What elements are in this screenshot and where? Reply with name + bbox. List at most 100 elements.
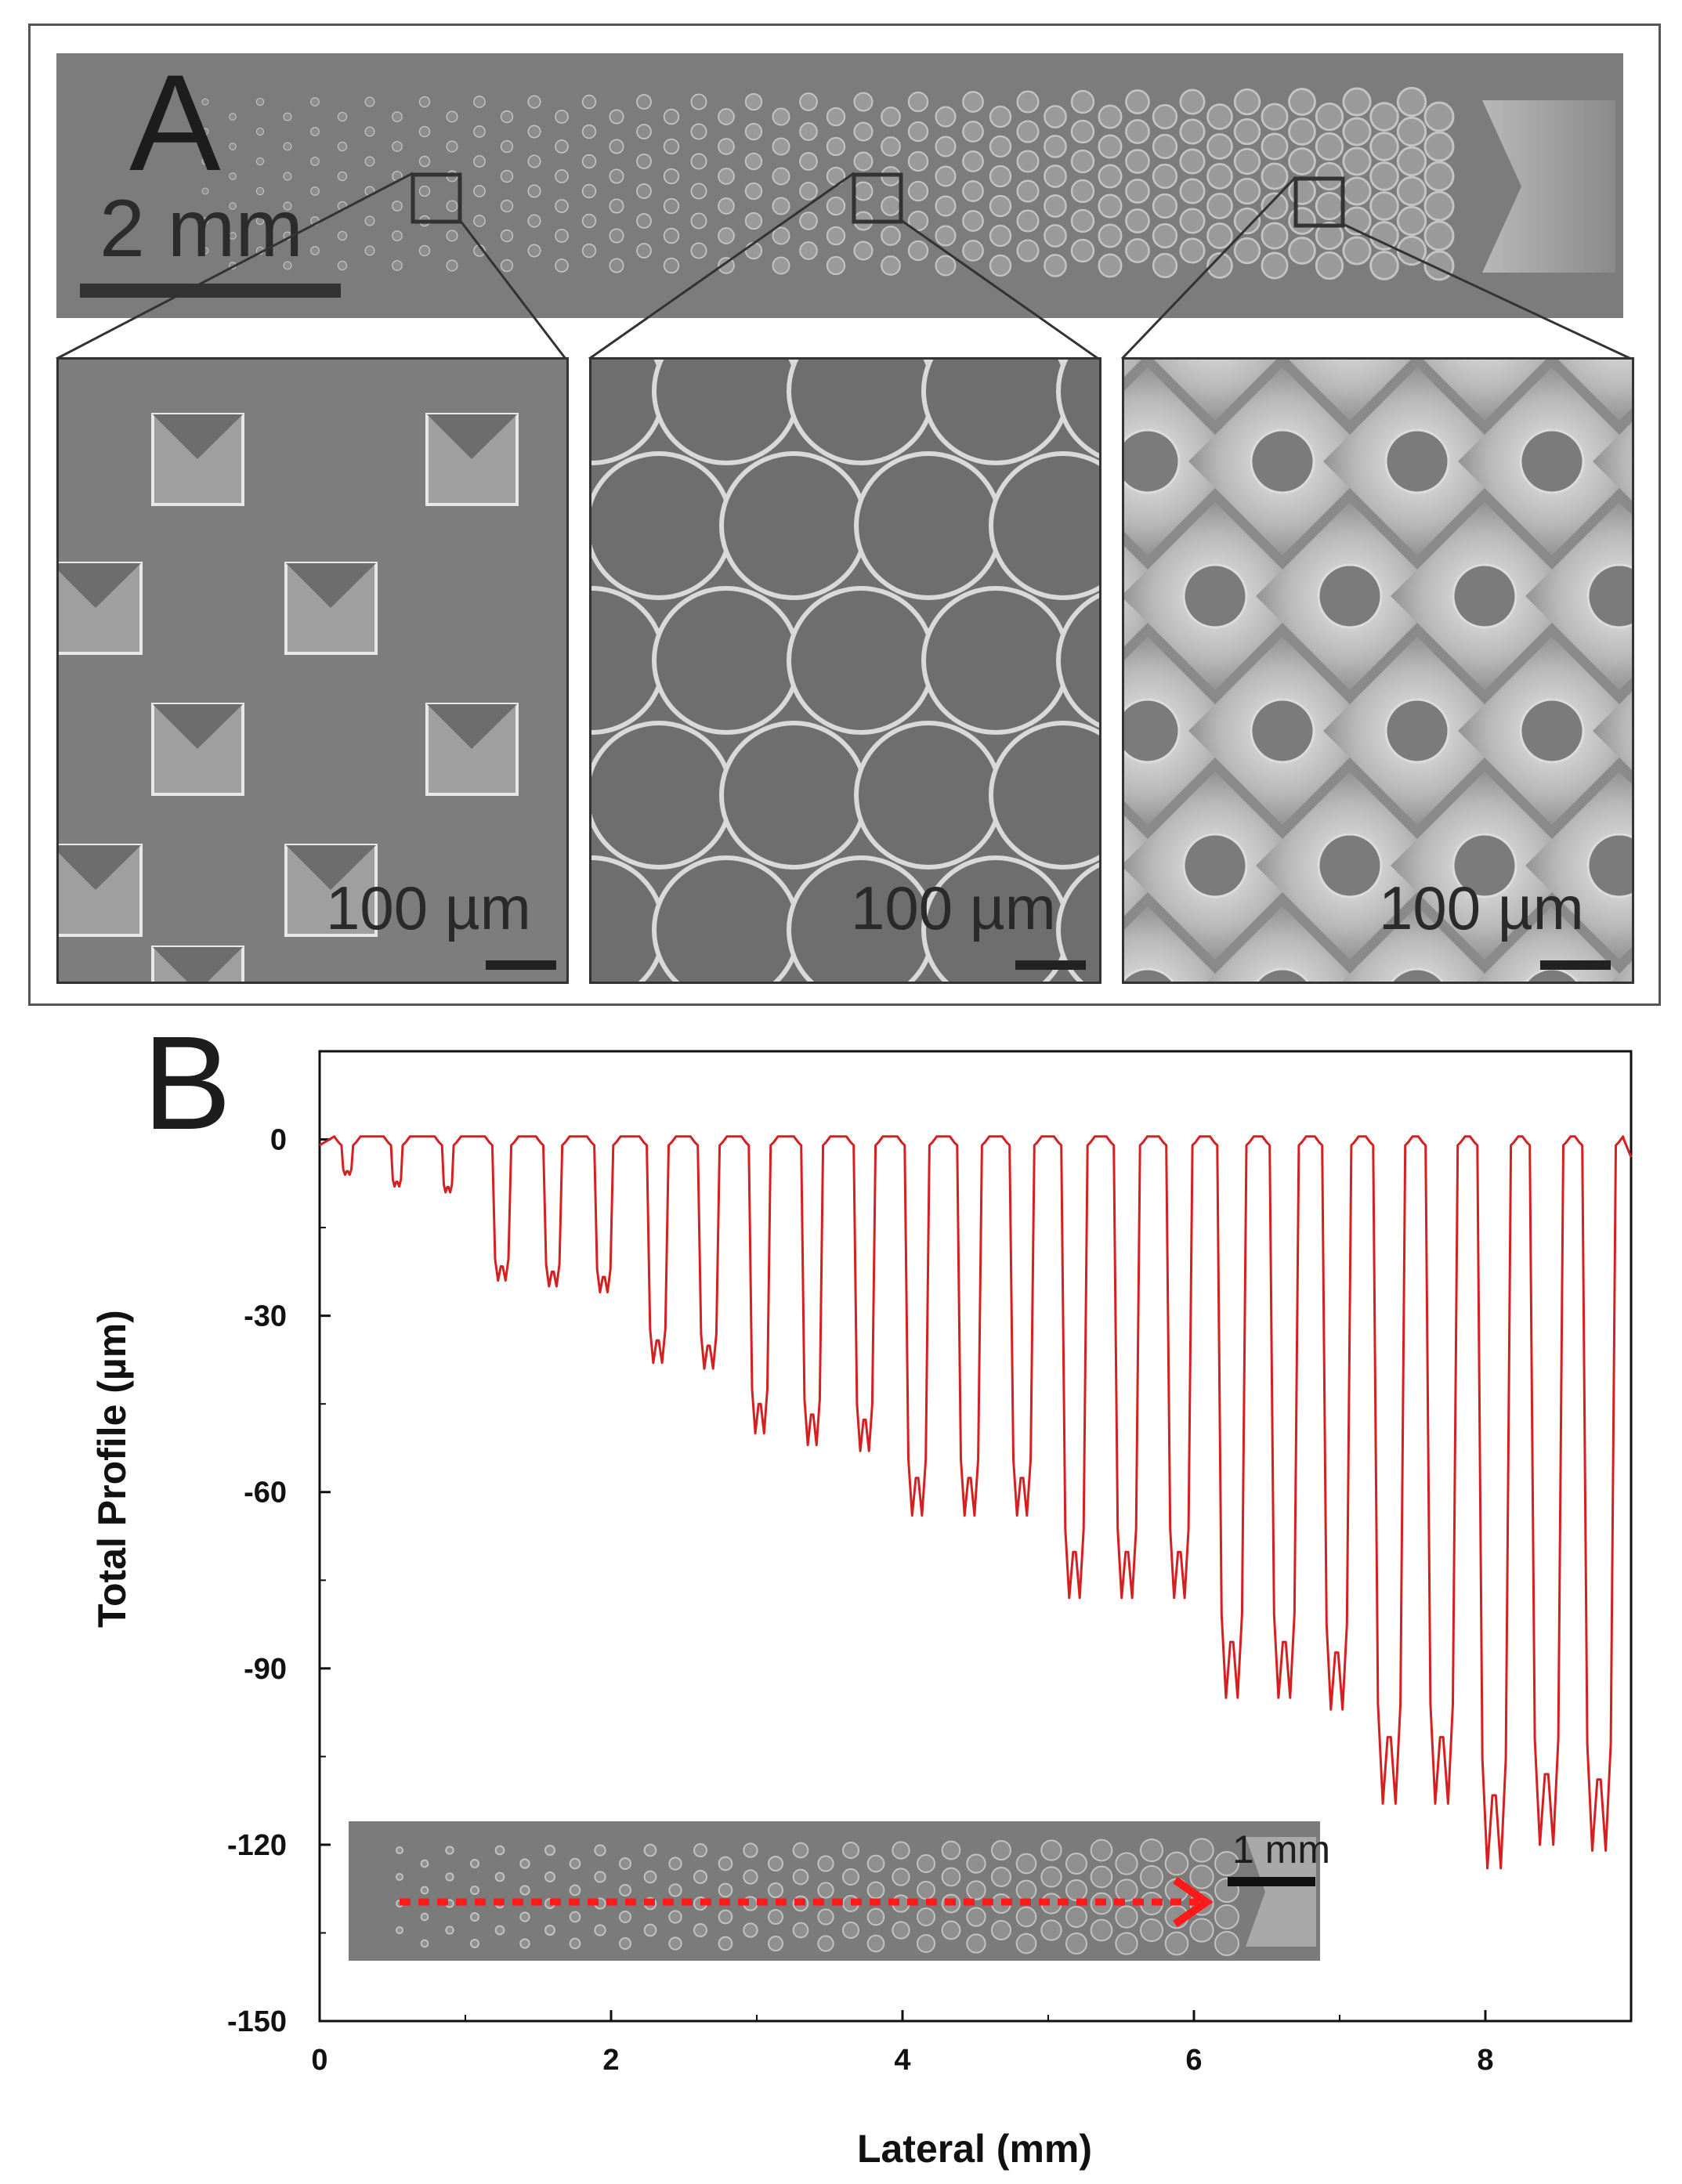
overview-cell [283,201,292,211]
overview-cell [1369,191,1399,221]
overview-cell [527,214,541,228]
inset-cell [494,1845,505,1856]
overview-cell [826,136,846,157]
overview-cell [1396,86,1427,118]
y-axis-label: Total Profile (µm) [90,1310,134,1628]
inset-cell [917,1854,935,1873]
inset-cell [817,1908,834,1925]
inset-cell [1090,1918,1113,1942]
inset-cell [470,1859,479,1868]
overview-cell [636,124,652,139]
overview-cell [1261,103,1289,131]
zoom-right-scale-bar [1540,960,1611,970]
square-pit-facet [427,704,517,749]
inset-cell [1115,1878,1138,1902]
inset-cell [1065,1906,1087,1928]
overview-cell [1044,165,1067,188]
inset-outlet-funnel [1246,1837,1316,1947]
overview-cell [1098,134,1123,159]
overview-cell [446,259,458,272]
overview-cell [881,226,901,246]
overview-cell [1369,251,1399,280]
overview-cell [663,168,680,185]
overview-cell [935,106,957,128]
pyramid-pit-bottom [1124,428,1181,494]
x-tick-label: 6 [1185,2044,1202,2077]
inset-cell [718,1856,733,1871]
y-tick-label: -30 [244,1300,287,1333]
overview-cell [418,155,431,168]
inset-cell [1015,1853,1037,1875]
overview-cell [229,232,237,240]
overview-cell [1423,220,1455,251]
inset-cell [544,1845,555,1856]
overview-cell [1288,237,1316,265]
zoom-middle-scale-bar [1015,960,1086,970]
overview-cell [609,258,624,273]
inset-cell [668,1910,682,1924]
overview-cell [718,108,735,125]
inset-cell [668,1857,682,1871]
overview-cell [907,210,929,232]
inset-cell [842,1868,859,1886]
overview-cell [663,257,680,274]
inset-cell [519,1885,530,1896]
overview-cell [636,94,652,110]
overview-cell [1179,178,1206,204]
inset-cell [470,1912,479,1922]
inset-cell [569,1884,581,1897]
overview-cell [1315,221,1344,251]
inset-cell [892,1921,910,1940]
inset-cell [768,1909,783,1925]
overview-cell [1342,146,1372,176]
pyramid-pit-bottom [1256,967,1309,982]
overview-cell [364,126,375,137]
overview-cell [201,217,209,225]
overview-cell [255,127,265,136]
overview-cell [283,142,292,151]
sem-zoom-right [1122,357,1634,984]
overview-cell [310,97,320,107]
y-tick-label: -150 [227,2005,287,2038]
overview-cell [337,111,348,122]
overview-cell [935,195,957,217]
overview-pattern [56,53,1623,318]
overview-cell [1179,237,1206,264]
overview-cell [1070,119,1095,144]
square-pit-facet [153,947,243,982]
overview-cell [473,125,486,138]
connector-line [900,219,1099,360]
overview-cell [1396,205,1427,237]
panel-b-letter: B [143,1009,232,1158]
overview-cell [609,168,624,184]
inset-cell [420,1886,429,1895]
pyramid-pit [1154,360,1276,421]
octagon-post [1056,592,1099,729]
overview-cell [690,212,707,230]
inset-scale-bar [1228,1877,1315,1886]
overview-cell [1098,253,1123,278]
pyramid-pit-bottom [1452,563,1517,629]
square-pit-facet [427,414,517,459]
inset-cell [519,1938,530,1949]
overview-cell [772,197,790,215]
inset-cell [917,1907,935,1926]
inset-cell [594,1871,606,1883]
inset-cell [420,1912,429,1922]
sem-overview-image [56,53,1623,318]
zoom-left-pattern [59,360,566,982]
overview-cell [1342,87,1372,117]
overview-cell [1396,146,1427,177]
connector-line [458,219,567,360]
inset-cell [866,1881,885,1900]
inset-cell [1065,1879,1087,1901]
overview-cell [500,259,514,273]
inset-cell [718,1882,733,1898]
connector-line [1120,175,1297,360]
overview-cell [826,196,846,216]
inset-cell [1115,1932,1138,1955]
inset-cell [668,1883,682,1897]
pyramid-pit [1558,360,1632,421]
inset-cell [991,1920,1011,1940]
square-pit-facet [153,704,243,749]
